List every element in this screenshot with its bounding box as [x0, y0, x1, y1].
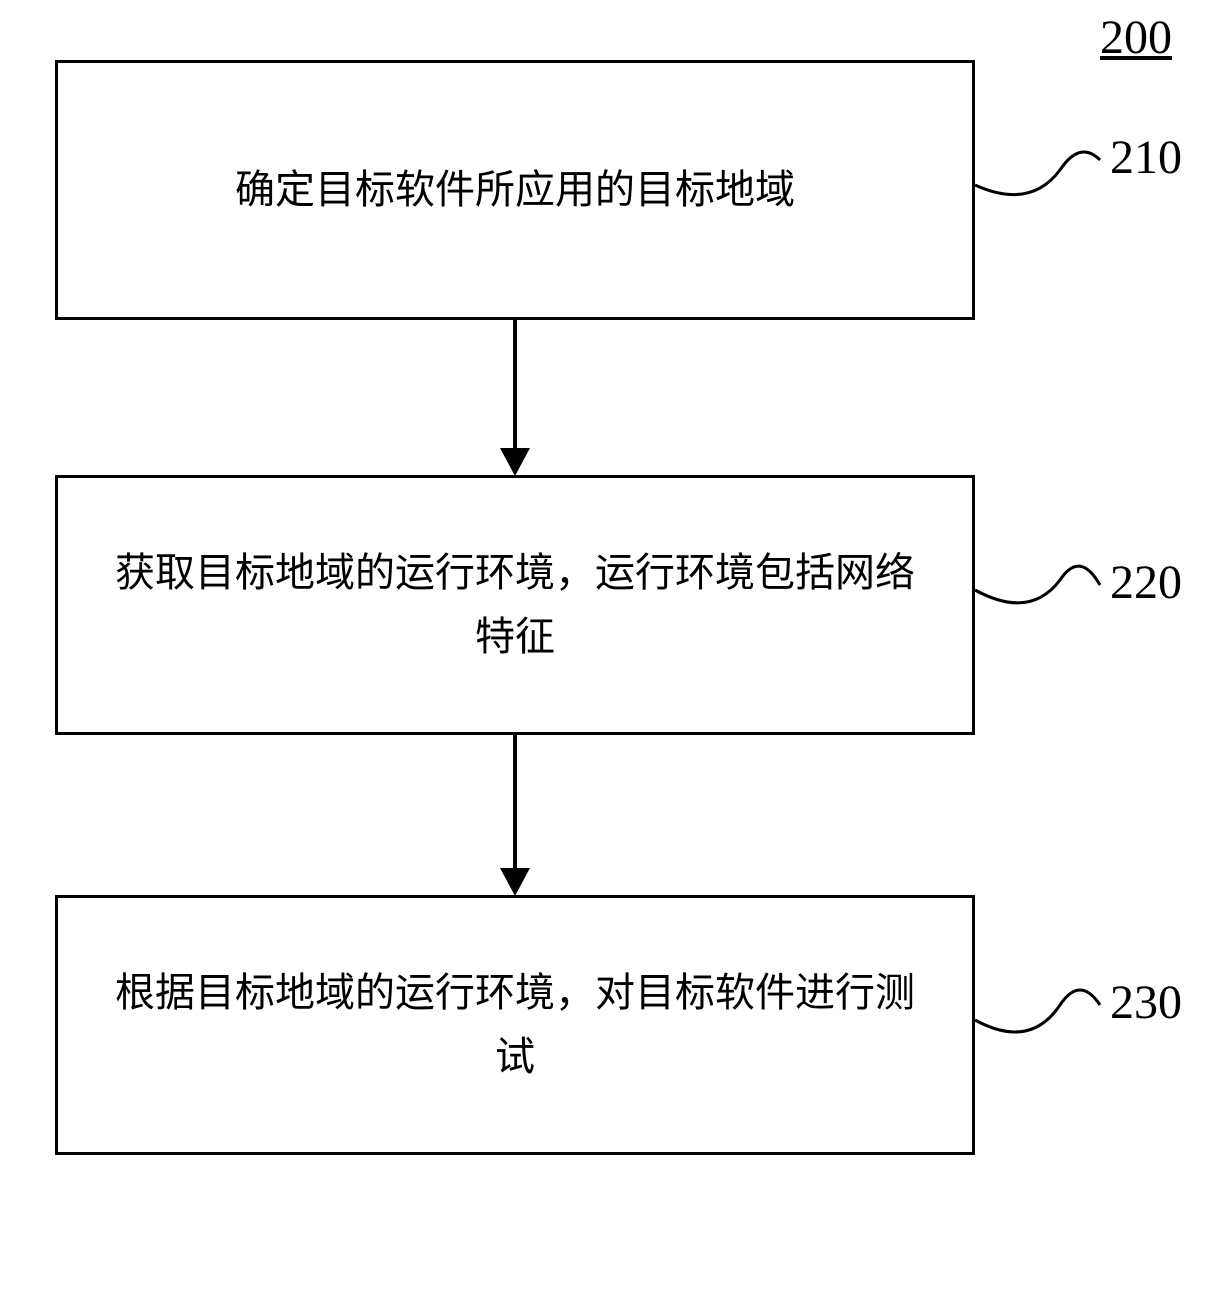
flowchart-canvas: 200 确定目标软件所应用的目标地域 210 获取目标地域的运行环境，运行环境包… — [0, 0, 1225, 1313]
connector-3 — [0, 0, 1225, 1313]
ref-label-230: 230 — [1110, 975, 1182, 1030]
ref-230-text: 230 — [1110, 976, 1182, 1029]
